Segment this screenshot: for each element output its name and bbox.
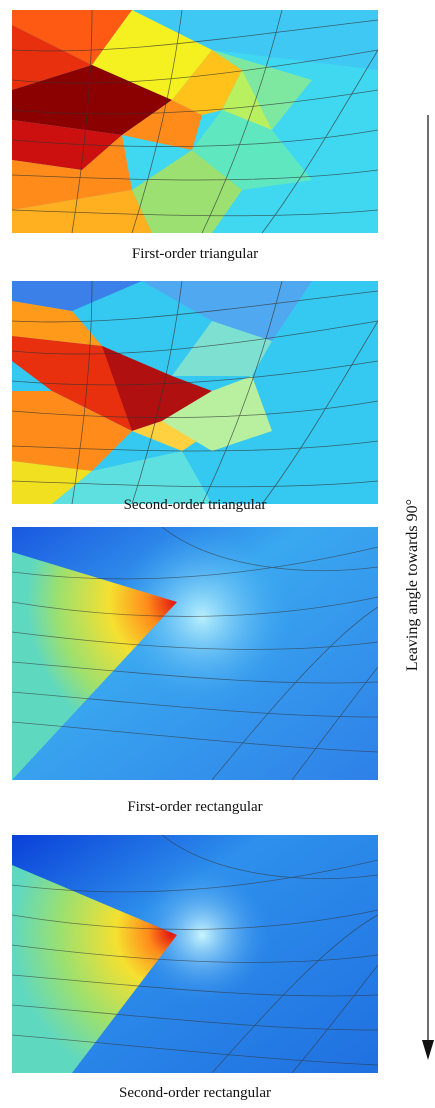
- caption-first-order-rectangular: First-order rectangular: [127, 799, 263, 815]
- caption-second-order-rectangular: Second-order rectangular: [118, 1085, 271, 1101]
- down-arrow-icon: [422, 115, 434, 1060]
- contour-plot-second-order-rectangular: [12, 835, 378, 1073]
- side-axis-label-text: Leaving angle towards 90°: [404, 498, 421, 672]
- contour-plot-first-order-triangular: [12, 10, 378, 233]
- contour-plot-first-order-rectangular: [12, 527, 378, 780]
- caption-second-order-triangular: Second-order triangular: [123, 497, 267, 513]
- caption-first-order-triangular: First-order triangular: [131, 246, 259, 262]
- contour-plot-second-order-triangular: [12, 281, 378, 504]
